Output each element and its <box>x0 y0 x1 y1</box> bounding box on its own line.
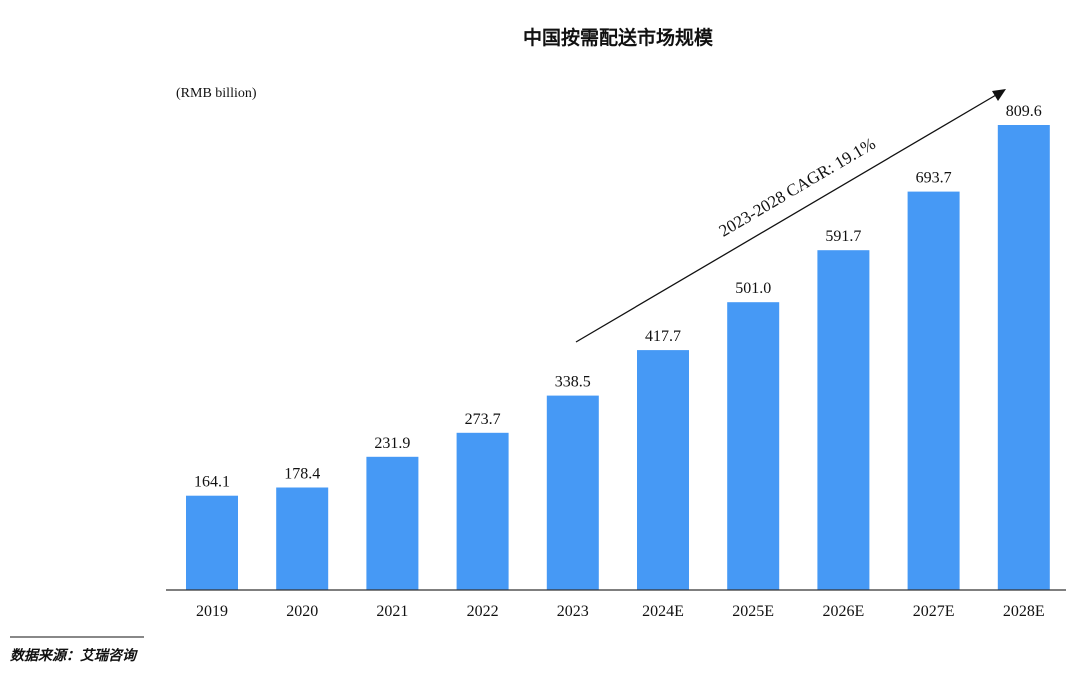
bar-2026E <box>817 250 870 590</box>
bar-2023 <box>546 395 599 590</box>
value-label-2019: 164.1 <box>194 474 230 491</box>
bars-group <box>186 125 1050 590</box>
bar-2019 <box>186 495 238 590</box>
x-tick-2026E: 2026E <box>823 603 865 620</box>
bar-2021 <box>366 456 419 590</box>
cagr-arrow-line <box>575 94 997 343</box>
bar-2020 <box>276 487 329 590</box>
cagr-label: 2023-2028 CAGR: 19.1% <box>716 134 879 241</box>
x-tick-2024E: 2024E <box>642 603 684 620</box>
x-tick-2020: 2020 <box>286 603 318 620</box>
x-tick-2019: 2019 <box>196 603 228 620</box>
x-tick-labels-group: 2019 2020 2021 2022 2023 2024E 2025E 2026E 2027E… <box>196 603 1045 620</box>
value-label-2026E: 591.7 <box>825 228 861 245</box>
x-tick-2022: 2022 <box>467 603 499 620</box>
value-label-2027E: 693.7 <box>916 170 952 187</box>
bar-2025E <box>727 302 780 590</box>
cagr-arrow-head <box>992 89 1006 101</box>
value-labels-group: 164.1 178.4 231.9 273.7 338.5 417.7 501.0 591.7… <box>194 103 1042 491</box>
value-label-2021: 231.9 <box>374 435 410 452</box>
bar-2028E <box>997 125 1050 590</box>
chart-title: 中国按需配送市场规模 <box>523 26 714 49</box>
x-tick-2021: 2021 <box>376 603 408 620</box>
bar-2024E <box>637 350 689 590</box>
x-tick-2025E: 2025E <box>732 603 774 620</box>
value-label-2025E: 501.0 <box>735 280 771 297</box>
value-label-2024E: 417.7 <box>645 328 681 345</box>
x-tick-2023: 2023 <box>557 603 589 620</box>
x-tick-2027E: 2027E <box>913 603 955 620</box>
value-label-2022: 273.7 <box>465 411 501 428</box>
x-tick-2028E: 2028E <box>1003 603 1045 620</box>
value-label-2023: 338.5 <box>555 374 591 391</box>
value-label-2028E: 809.6 <box>1006 103 1042 120</box>
source-note: 数据来源：艾瑞咨询 <box>10 647 138 664</box>
bar-2027E <box>907 191 960 590</box>
value-label-2020: 178.4 <box>284 466 320 483</box>
bar-2022 <box>456 432 509 590</box>
unit-label: (RMB billion) <box>176 86 257 101</box>
